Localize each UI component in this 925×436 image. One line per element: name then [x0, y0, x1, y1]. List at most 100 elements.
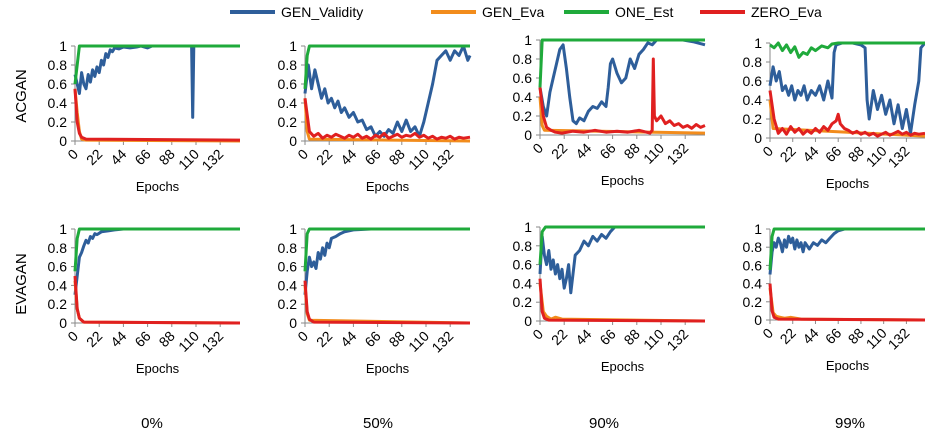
y-tick-label: 0 [754, 312, 762, 328]
series-line-gen-validity [73, 44, 240, 119]
x-tick-label: 66 [361, 146, 383, 168]
x-tick-label: 44 [799, 325, 821, 347]
series-line-gen-validity [538, 225, 705, 295]
x-tick-label: 44 [337, 328, 359, 350]
x-tick-label: 44 [107, 328, 129, 350]
y-tick-label: 0.2 [743, 111, 763, 127]
row-label: EVAGAN [13, 253, 30, 314]
y-tick-label: 1 [754, 221, 762, 237]
x-axis-label: Epochs [601, 173, 645, 188]
y-tick-label: 0.4 [513, 275, 533, 291]
x-tick-label: 88 [621, 326, 643, 348]
x-tick-label: 132 [663, 140, 691, 168]
series-line-one-est [538, 225, 705, 265]
column-label: 50% [363, 415, 393, 432]
series-line-one-est [538, 38, 705, 88]
x-tick-label: 22 [83, 328, 105, 350]
series-line-gen-eva [303, 285, 471, 325]
series-line-zero-eva [538, 57, 706, 135]
x-axis-label: Epochs [826, 358, 870, 373]
y-tick-label: 0.6 [48, 259, 68, 275]
y-tick-label: 0.4 [743, 92, 763, 108]
x-tick-label: 88 [386, 146, 408, 168]
x-axis-label: Epochs [826, 176, 870, 191]
series-line-zero-eva [768, 283, 925, 322]
x-tick-label: 44 [572, 326, 594, 348]
y-tick-label: 0.2 [513, 294, 533, 310]
y-tick-label: 0.8 [743, 54, 763, 70]
y-tick-label: 0.2 [278, 114, 298, 130]
row-label: ACGAN [13, 69, 30, 122]
x-tick-label: 110 [175, 146, 202, 173]
x-tick-label: 132 [198, 146, 226, 174]
y-tick-label: 0.4 [278, 277, 298, 293]
legend-label: ONE_Est [615, 4, 673, 20]
x-tick-label: 44 [337, 146, 359, 168]
x-tick-label: 88 [386, 328, 408, 350]
y-tick-label: 0.4 [743, 276, 763, 292]
y-tick-label: 0 [289, 133, 297, 149]
x-tick-label: 22 [548, 140, 570, 162]
series-line-one-est [73, 44, 240, 85]
x-tick-label: 110 [863, 325, 890, 352]
x-tick-label: 110 [175, 328, 202, 355]
series-line-one-est [303, 44, 470, 89]
x-tick-label: 22 [548, 326, 570, 348]
x-tick-label: 0 [64, 146, 81, 163]
y-tick-label: 0.6 [513, 70, 533, 86]
y-tick-label: 0.2 [48, 114, 68, 130]
series-line-gen-validity [768, 227, 925, 275]
x-axis-label: Epochs [366, 361, 410, 376]
x-tick-label: 22 [777, 143, 799, 165]
column-label: 90% [589, 415, 619, 432]
column-label: 99% [835, 415, 865, 432]
y-tick-label: 0 [524, 313, 532, 329]
y-tick-label: 0.8 [48, 240, 68, 256]
y-tick-label: 0.4 [513, 89, 533, 105]
x-tick-label: 0 [529, 140, 546, 157]
series-line-zero-eva [303, 280, 471, 325]
x-tick-label: 0 [294, 146, 311, 163]
series-line-gen-eva [73, 280, 241, 325]
y-tick-label: 0.6 [278, 259, 298, 275]
y-tick-label: 0 [754, 130, 762, 146]
x-tick-label: 44 [107, 146, 129, 168]
series-line-zero-eva [768, 90, 925, 138]
y-tick-label: 1 [59, 221, 67, 237]
x-tick-label: 0 [759, 325, 776, 342]
series-line-one-est [769, 41, 925, 59]
x-tick-label: 88 [156, 328, 178, 350]
series-line-gen-validity [73, 227, 240, 295]
x-tick-label: 132 [885, 143, 913, 171]
x-tick-label: 66 [596, 140, 618, 162]
x-tick-label: 88 [845, 325, 867, 347]
x-tick-label: 66 [361, 328, 383, 350]
series-line-gen-eva [538, 96, 706, 135]
y-tick-label: 0.2 [513, 108, 533, 124]
x-tick-label: 132 [663, 326, 691, 354]
y-tick-label: 0.8 [278, 57, 298, 73]
x-tick-label: 0 [529, 326, 546, 343]
y-tick-label: 0.6 [278, 76, 298, 92]
x-tick-label: 66 [822, 325, 844, 347]
x-tick-label: 110 [863, 143, 890, 170]
legend-label: GEN_Validity [281, 4, 363, 20]
y-tick-label: 0.2 [278, 296, 298, 312]
y-tick-label: 0.6 [48, 76, 68, 92]
x-tick-label: 22 [313, 328, 335, 350]
x-tick-label: 110 [405, 328, 432, 355]
x-tick-label: 132 [885, 325, 913, 353]
y-tick-label: 0 [59, 315, 67, 331]
x-tick-label: 22 [313, 146, 335, 168]
series-line-one-est [768, 227, 925, 270]
x-tick-label: 110 [640, 140, 667, 167]
x-tick-label: 132 [428, 146, 456, 174]
column-label: 0% [141, 415, 163, 432]
series-line-gen-eva [768, 287, 925, 322]
x-tick-label: 88 [621, 140, 643, 162]
series-line-gen-validity [768, 41, 925, 135]
y-tick-label: 0.6 [743, 73, 763, 89]
